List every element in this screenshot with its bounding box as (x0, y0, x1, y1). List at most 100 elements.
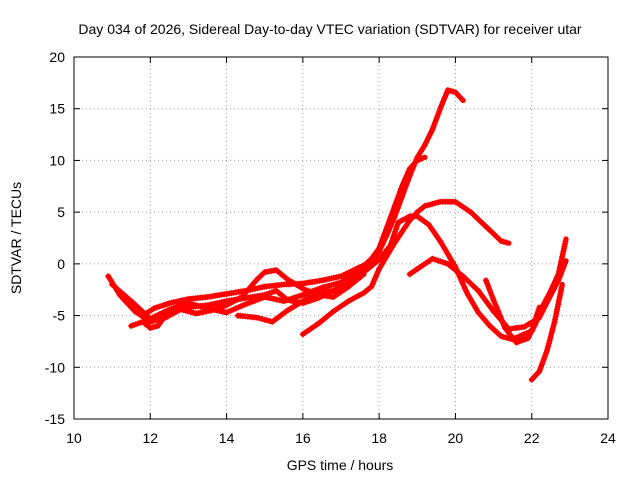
data-point (166, 300, 172, 306)
data-point (224, 291, 230, 297)
data-point (452, 89, 458, 95)
data-point (491, 297, 497, 303)
series-track-9 (528, 281, 565, 383)
x-tick-label: 18 (371, 430, 387, 446)
data-point (151, 305, 157, 311)
series-group (105, 87, 569, 383)
x-tick-label: 22 (524, 430, 540, 446)
data-point (521, 324, 527, 330)
data-point (204, 294, 211, 300)
data-point (285, 297, 291, 303)
data-point (193, 310, 199, 317)
data-point (376, 266, 382, 272)
data-point (254, 315, 260, 321)
data-point (269, 319, 275, 325)
data-point (559, 281, 565, 288)
data-point (563, 236, 569, 242)
data-point (407, 166, 413, 172)
data-point (330, 308, 336, 314)
data-point (391, 240, 397, 246)
data-point (361, 269, 367, 275)
data-point (491, 308, 497, 314)
x-tick-label: 16 (295, 430, 311, 446)
data-point (204, 302, 211, 308)
data-point (147, 325, 153, 331)
data-point (414, 266, 420, 272)
data-point (109, 281, 115, 288)
data-point (140, 319, 146, 325)
data-point (529, 377, 535, 383)
data-point (536, 368, 542, 374)
data-point (395, 219, 401, 226)
data-point (437, 106, 443, 112)
data-point (338, 273, 344, 279)
data-point (273, 267, 279, 273)
data-point (315, 321, 321, 327)
data-point (346, 283, 352, 289)
data-point (281, 281, 287, 288)
data-point (498, 333, 504, 339)
data-point (414, 209, 420, 215)
data-point (540, 302, 546, 308)
data-point (407, 217, 413, 223)
data-point (166, 307, 172, 313)
data-point (532, 321, 539, 327)
data-point (243, 295, 249, 301)
data-point (300, 331, 306, 337)
data-point (552, 319, 558, 325)
data-point (208, 307, 214, 313)
data-point (407, 271, 413, 277)
y-tick-label: -15 (45, 411, 65, 427)
data-point (273, 288, 279, 294)
data-point (498, 238, 504, 244)
data-point (502, 325, 508, 331)
data-point (315, 295, 321, 301)
data-point (437, 238, 443, 244)
y-tick-label: 20 (49, 49, 65, 65)
data-point (475, 288, 481, 294)
y-tick-label: 10 (49, 152, 65, 168)
data-point (452, 199, 458, 205)
data-point (445, 87, 451, 93)
data-point (376, 245, 382, 251)
data-point (483, 224, 489, 230)
data-point (422, 142, 428, 148)
data-point (300, 298, 306, 304)
data-point (262, 292, 268, 298)
data-point (330, 294, 336, 300)
y-tick-label: 0 (57, 256, 65, 272)
data-point (429, 126, 436, 132)
data-point (460, 97, 466, 103)
data-point (525, 335, 531, 341)
y-tick-label: 15 (49, 101, 65, 117)
data-point (487, 323, 493, 329)
data-point (464, 290, 470, 296)
data-point (429, 256, 436, 262)
data-point (262, 284, 268, 290)
x-tick-label: 24 (600, 430, 616, 446)
data-point (262, 269, 268, 275)
data-point (468, 209, 474, 215)
data-point (254, 276, 260, 282)
data-point (361, 290, 367, 296)
data-point (445, 261, 451, 267)
data-point (555, 271, 562, 277)
data-point (319, 285, 325, 291)
x-tick-label: 10 (66, 430, 82, 446)
series-track-6 (299, 198, 512, 338)
series-track-8 (482, 236, 569, 346)
data-point (128, 323, 134, 329)
data-point (391, 204, 397, 210)
data-point (513, 339, 520, 346)
data-point (235, 313, 241, 319)
data-point (422, 203, 428, 209)
data-point (285, 307, 291, 313)
data-point (224, 298, 230, 304)
data-point (330, 288, 336, 294)
y-tick-label: -5 (53, 308, 66, 324)
y-tick-label: 5 (57, 204, 65, 220)
data-point (105, 273, 111, 279)
data-point (300, 286, 306, 292)
